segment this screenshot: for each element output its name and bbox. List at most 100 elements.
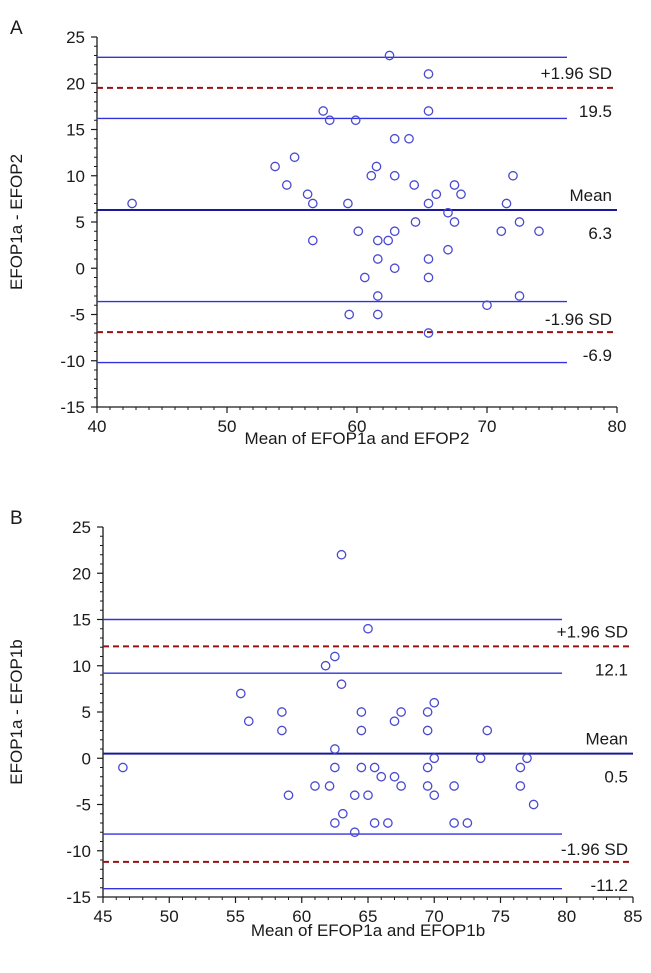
data-point <box>344 309 355 320</box>
data-point <box>366 170 377 181</box>
panel-a: A -15 -10 -5 0 5 10 15 20 25 40 50 60 70 80 Mean of EFO… <box>7 18 626 448</box>
y-tick-label: 10 <box>72 657 91 676</box>
x-tick-label: 75 <box>491 907 510 926</box>
data-point <box>336 549 347 560</box>
data-point <box>277 725 287 736</box>
lower-loa-value: -11.2 <box>591 876 629 895</box>
data-point <box>422 762 433 773</box>
data-point <box>508 170 518 181</box>
lower-loa-value: -6.9 <box>583 346 612 365</box>
data-point <box>324 115 335 126</box>
data-point <box>330 651 340 662</box>
x-tick-label: 60 <box>292 907 311 926</box>
data-point <box>310 781 320 791</box>
upper-loa-label: +1.96 SD <box>541 64 612 83</box>
data-point <box>482 300 492 311</box>
data-point <box>449 180 460 190</box>
data-point <box>496 226 507 237</box>
data-point <box>277 707 287 717</box>
data-point <box>356 725 367 736</box>
y-tick-label: 0 <box>82 749 91 768</box>
y-tick-label: 15 <box>66 121 85 140</box>
data-point <box>396 781 406 791</box>
data-point <box>462 818 473 828</box>
x-axis-label: Mean of EFOP1a and EFOP1b <box>251 921 485 940</box>
data-point <box>349 790 360 801</box>
upper-loa-value: 12.1 <box>595 660 628 679</box>
data-point <box>423 198 434 209</box>
data-point <box>515 762 526 773</box>
y-tick-label: 5 <box>76 213 85 232</box>
lower-loa-label: -1.96 SD <box>561 840 628 859</box>
data-point <box>456 189 466 200</box>
data-point <box>423 69 434 79</box>
data-point <box>372 309 383 320</box>
x-tick-label: 60 <box>348 417 367 436</box>
y-tick-label: -10 <box>60 352 85 371</box>
y-tick-label: 25 <box>72 518 91 537</box>
data-point <box>396 707 406 717</box>
data-point <box>423 106 434 116</box>
data-point <box>281 180 292 190</box>
data-point <box>423 254 434 264</box>
panel-b: B -15 -10 -5 0 5 10 15 20 25 45 50 55 60 65 70 75 80 85 Mea… <box>7 508 642 940</box>
data-point <box>372 235 383 246</box>
mean-value: 0.5 <box>604 768 628 787</box>
data-point <box>431 189 442 200</box>
data-point <box>336 679 347 690</box>
data-point <box>349 827 360 838</box>
data-point <box>409 180 420 190</box>
lower-loa-label: -1.96 SD <box>545 310 612 329</box>
y-tick-label: 25 <box>66 28 85 47</box>
x-tick-label: 40 <box>88 417 107 436</box>
data-point <box>371 161 382 172</box>
y-tick-label: -5 <box>70 306 85 325</box>
data-point <box>359 272 370 283</box>
data-point <box>384 50 395 61</box>
y-tick-label: 20 <box>66 74 85 93</box>
data-point <box>482 725 493 736</box>
y-tick-label: -15 <box>66 888 91 907</box>
data-point <box>422 781 433 791</box>
data-point <box>372 291 383 301</box>
y-tick-label: 5 <box>82 703 91 722</box>
data-point <box>515 781 526 791</box>
y-tick-label: -5 <box>76 796 91 815</box>
data-point <box>522 753 532 764</box>
data-point <box>356 707 367 717</box>
mean-value: 6.3 <box>588 224 612 243</box>
data-point <box>356 762 367 773</box>
data-point <box>443 207 453 218</box>
data-point <box>363 623 373 634</box>
data-point <box>534 226 544 237</box>
data-point <box>422 707 433 717</box>
data-point <box>422 725 433 736</box>
data-point <box>449 781 459 791</box>
data-point <box>283 790 294 801</box>
data-point <box>320 660 331 671</box>
data-point <box>343 198 353 209</box>
y-axis-label: EFOP1a - EFOP2 <box>7 154 26 290</box>
data-point <box>353 226 364 237</box>
data-point <box>389 133 400 144</box>
data-point <box>243 716 254 727</box>
x-tick-label: 65 <box>359 907 378 926</box>
data-point <box>389 263 400 274</box>
data-point <box>289 152 300 163</box>
y-tick-label: 0 <box>76 259 85 278</box>
data-point <box>429 790 440 801</box>
data-point <box>330 818 340 828</box>
y-tick-label: -10 <box>66 842 91 861</box>
x-tick-label: 50 <box>218 417 237 436</box>
mean-label: Mean <box>569 186 612 205</box>
data-point <box>514 291 525 301</box>
y-tick-label: 15 <box>72 611 91 630</box>
data-point <box>404 133 414 144</box>
data-point <box>443 244 453 255</box>
data-point <box>372 254 383 264</box>
upper-loa-label: +1.96 SD <box>557 622 628 641</box>
data-point <box>383 818 393 828</box>
data-point <box>383 235 394 246</box>
